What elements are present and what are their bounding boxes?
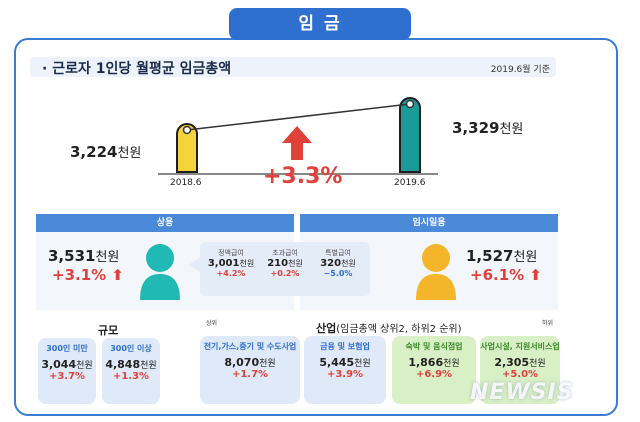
bottom-label: 하위	[542, 320, 554, 327]
scale-label: 규모	[98, 324, 119, 337]
industry-card-finance: 금융 및 보험업 5,445천원 +3.9%	[304, 336, 386, 404]
temporary-header: 임시일용	[300, 214, 558, 232]
subtitle-text: 근로자 1인당 월평균 임금총액	[52, 61, 232, 77]
year-2018: 2018.6	[170, 178, 202, 188]
subtitle-box	[30, 57, 556, 77]
regular-header: 상용	[36, 214, 294, 232]
reference-date: 2019.6월 기준	[490, 65, 550, 75]
page-title: 임 금	[229, 8, 411, 40]
total-change: +3.3%	[263, 164, 343, 189]
value-2019: 3,329천원	[452, 119, 524, 137]
top-label: 상위	[206, 320, 218, 327]
temporary-worker-icon	[416, 244, 456, 300]
temporary-change: +6.1% ⬆	[470, 266, 542, 284]
scale-card-large: 300인 이상 4,848천원 +1.3%	[102, 338, 160, 404]
bar-2018	[176, 123, 198, 173]
bar-2019	[399, 97, 421, 173]
regular-value: 3,531천원	[48, 247, 120, 265]
industry-card-hospitality: 숙박 및 음식점업 1,866천원 +6.9%	[392, 336, 476, 404]
industry-label: 산업(임금총액 상위2, 하위2 순위)	[316, 322, 462, 335]
up-arrow-icon: ⬆	[529, 266, 542, 284]
bubble-pointer	[188, 258, 200, 272]
watermark: NEWSIS	[470, 380, 574, 405]
regular-worker-icon	[140, 244, 180, 300]
breakdown-overtime: 초과급여 210천원 +0.2%	[267, 249, 303, 278]
up-arrow-icon: ⬆	[111, 266, 124, 284]
year-2019: 2019.6	[394, 178, 426, 188]
subtitle: · 근로자 1인당 월평균 임금총액	[42, 61, 232, 77]
breakdown-fixed: 정액급여 3,001천원 +4.2%	[207, 249, 255, 278]
breakdown-special: 특별급여 320천원 −5.0%	[320, 249, 356, 278]
scale-card-small: 300인 미만 3,044천원 +3.7%	[38, 338, 96, 404]
temporary-value: 1,527천원	[466, 247, 538, 265]
regular-change: +3.1% ⬆	[52, 266, 124, 284]
baseline	[158, 173, 438, 175]
industry-card-business-support: 사업시설, 지원서비스업 2,305천원 +5.0%	[480, 336, 560, 404]
regular-breakdown	[200, 242, 370, 296]
industry-card-utilities: 전기,가스,증기 및 수도사업 8,070천원 +1.7%	[200, 336, 300, 404]
value-2018: 3,224천원	[70, 143, 142, 161]
